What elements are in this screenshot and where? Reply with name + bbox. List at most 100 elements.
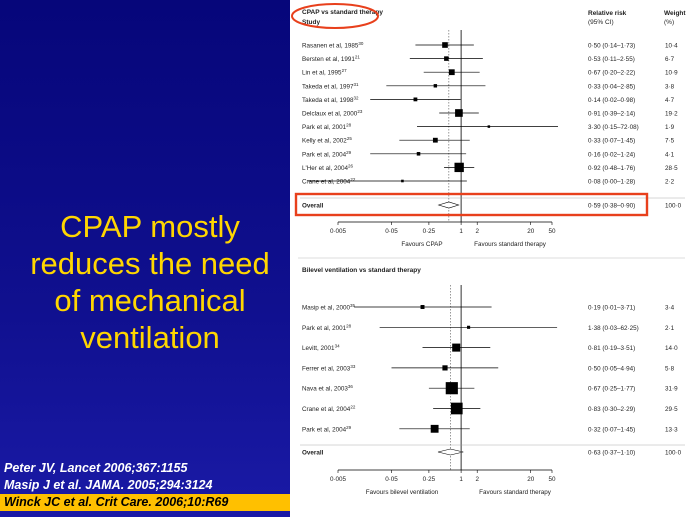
overall-label: Overall (302, 450, 324, 457)
study-rr-value: 0·81 (0·19–3·51) (588, 345, 635, 352)
study-weight: 2·2 (665, 179, 675, 186)
panel-title: CPAP vs standard therapy (302, 9, 383, 16)
title-line: reduces the need (30, 246, 270, 281)
title-line: of mechanical (54, 283, 246, 318)
study-weight: 4·1 (665, 151, 675, 158)
study-weight: 1·9 (665, 124, 675, 131)
study-label: Park et al, 200429 (302, 425, 352, 434)
study-marker (401, 179, 404, 183)
x-tick-label: 50 (548, 476, 556, 483)
study-weight: 14·0 (665, 345, 678, 352)
study-label: Nava et al, 200336 (302, 384, 353, 393)
title-circle-annotation (291, 3, 379, 29)
study-marker (433, 84, 438, 88)
study-marker (454, 162, 464, 173)
x-tick-label: 0·25 (423, 228, 436, 235)
study-weight: 28·5 (665, 165, 678, 172)
overall-rr-value: 0·59 (0·38–0·90) (588, 203, 635, 210)
forest-plot-panel: CPAP vs standard therapy Study Relative ri… (290, 0, 689, 517)
overall-diamond (437, 201, 460, 209)
study-marker (487, 125, 491, 128)
study-weight: 31·9 (665, 386, 678, 393)
study-marker (452, 343, 461, 352)
study-label: Bersten et al, 199121 (302, 55, 360, 64)
study-rr-value: 1·38 (0·03–62·25) (588, 325, 639, 332)
reference-winck: Winck JC et al. Crit Care. 2006;10:R69 (0, 494, 302, 511)
study-weight: 3·8 (665, 83, 675, 90)
col-header-weight: Weight (664, 10, 686, 17)
col-header-weight-sub: (%) (664, 19, 674, 26)
x-tick-label: 0·005 (330, 228, 347, 235)
forest-plot-figure: CPAP vs standard therapy Study Relative ri… (291, 3, 686, 496)
study-rr-value: 0·91 (0·39–2·14) (588, 111, 635, 118)
x-tick-label: 0·005 (330, 476, 347, 483)
study-weight: 19·2 (665, 111, 678, 118)
overall-highlight-box (294, 192, 649, 217)
study-label: Masip et al, 200035 (302, 303, 355, 312)
study-label: Takeda et al, 199731 (302, 82, 359, 91)
x-tick-label: 2 (475, 228, 479, 235)
x-tick-label: 2 (475, 476, 479, 483)
study-weight: 7·5 (665, 138, 675, 145)
study-label: Park et al, 200128 (302, 123, 352, 132)
study-marker (445, 382, 458, 395)
study-rr-value: 0·32 (0·07–1·45) (588, 426, 635, 433)
study-label: Park et al, 200429 (302, 150, 352, 159)
study-marker (450, 402, 463, 415)
x-tick-label: 50 (548, 228, 556, 235)
col-header-study: Study (302, 19, 320, 26)
study-label: Rasanen et al, 198530 (302, 41, 364, 50)
study-label: L'Her et al, 200426 (302, 163, 354, 172)
study-marker (444, 56, 449, 61)
study-marker (432, 137, 438, 143)
study-weight: 5·8 (665, 365, 675, 372)
overall-rr-value: 0·63 (0·37–1·10) (588, 450, 635, 457)
study-rr-value: 0·50 (0·14–1·73) (588, 43, 635, 50)
favours-right-label: Favours standard therapy (474, 241, 547, 248)
study-weight: 13·3 (665, 426, 678, 433)
slide-title: CPAP mostly reduces the need of mechanic… (0, 208, 300, 356)
study-rr-value: 0·83 (0·30–2·29) (588, 406, 635, 413)
study-marker (448, 69, 455, 76)
x-tick-label: 1 (459, 476, 463, 483)
study-marker (442, 365, 448, 371)
study-marker (455, 109, 463, 117)
x-tick-label: 0·05 (385, 228, 398, 235)
overall-weight: 100·0 (665, 203, 682, 210)
favours-right-label: Favours standard therapy (479, 489, 552, 496)
favours-left-label: Favours CPAP (401, 241, 442, 248)
study-rr-value: 0·92 (0·48–1·76) (588, 165, 635, 172)
study-rr-value: 0·14 (0·02–0·98) (588, 97, 635, 104)
study-marker (413, 97, 418, 102)
x-tick-label: 20 (527, 476, 535, 483)
study-label: Levitt, 200134 (302, 344, 340, 353)
study-weight: 10·9 (665, 70, 678, 77)
overall-diamond (437, 448, 464, 456)
study-rr-value: 0·53 (0·11–2·55) (588, 56, 635, 63)
study-weight: 2·1 (665, 325, 675, 332)
reference-masip: Masip J et al. JAMA. 2005;294:3124 (4, 478, 213, 492)
study-label: Crane et al, 200422 (302, 405, 356, 414)
col-header-rr: Relative risk (588, 10, 627, 17)
study-rr-value: 0·50 (0·05–4·94) (588, 365, 635, 372)
overall-weight: 100·0 (665, 450, 682, 457)
study-weight: 4·7 (665, 97, 675, 104)
study-label: Delclaux et al, 200023 (302, 109, 363, 118)
study-rr-value: 3·30 (0·15–72·08) (588, 124, 639, 131)
reference-list: Peter JV, Lancet 2006;367:1155 Masip J e… (0, 460, 302, 511)
study-label: Park et al, 200128 (302, 323, 352, 332)
title-line: ventilation (80, 320, 220, 355)
study-marker (416, 152, 421, 156)
x-tick-label: 20 (527, 228, 535, 235)
panel-title: Bilevel ventilation vs standard therapy (302, 267, 421, 274)
study-weight: 3·4 (665, 305, 675, 312)
study-marker (442, 42, 448, 48)
study-rr-value: 0·16 (0·02–1·24) (588, 151, 635, 158)
study-rr-value: 0·08 (0·00–1·28) (588, 179, 635, 186)
study-marker (430, 424, 439, 433)
study-marker (467, 325, 471, 329)
x-tick-label: 1 (459, 228, 463, 235)
title-line: CPAP mostly (60, 209, 240, 244)
study-weight: 6·7 (665, 56, 675, 63)
study-rr-value: 0·19 (0·01–3·71) (588, 305, 635, 312)
